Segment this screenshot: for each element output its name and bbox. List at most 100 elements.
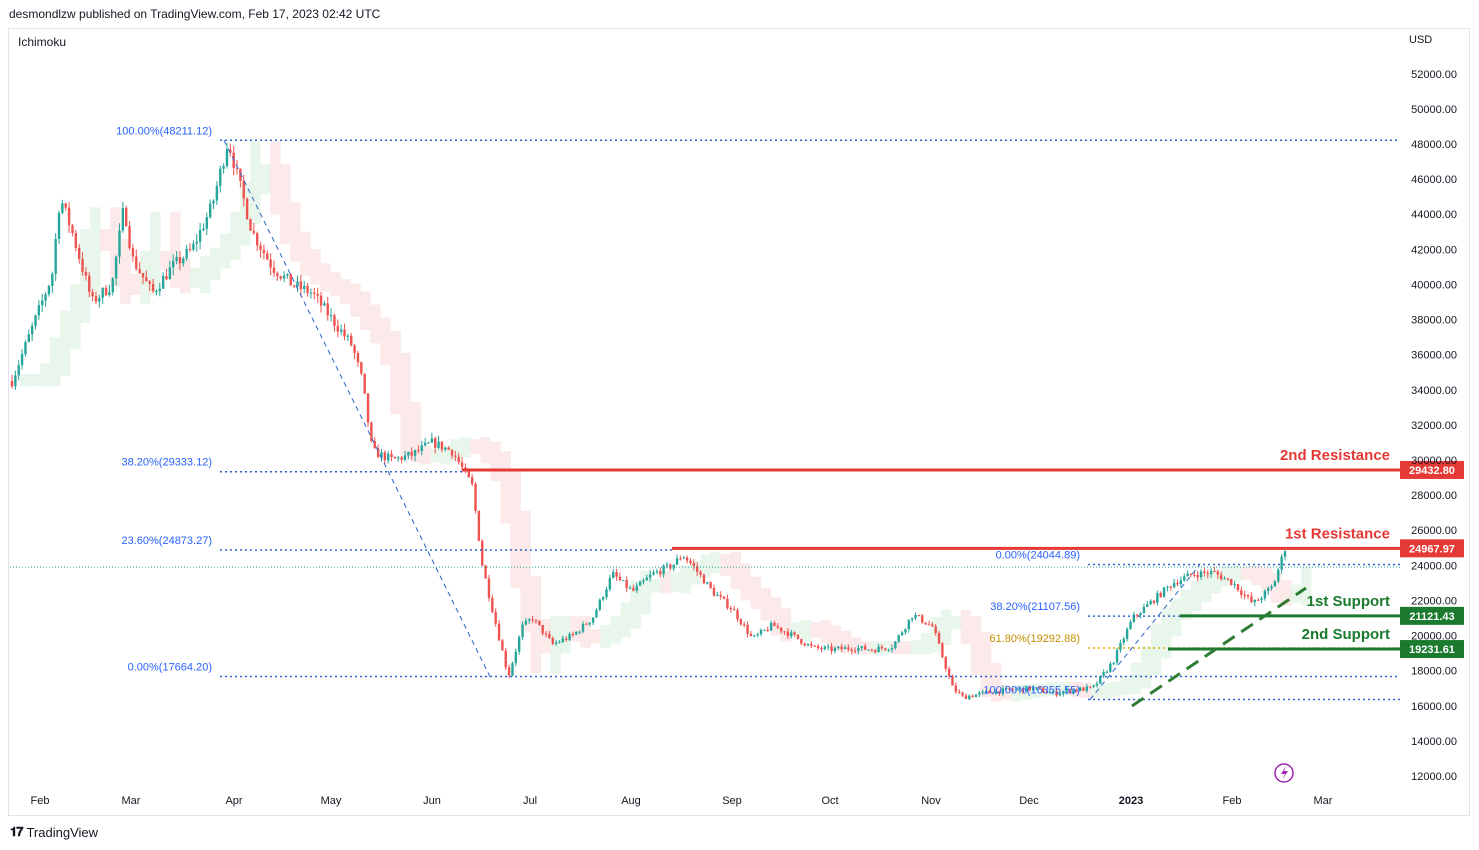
candle-body <box>205 217 209 229</box>
cloud-segment <box>640 570 652 615</box>
candle-body <box>699 571 702 575</box>
cloud-segment <box>1030 683 1042 699</box>
candle-body <box>30 325 34 335</box>
candle-body <box>1109 663 1112 672</box>
candle-body <box>410 451 413 456</box>
candle-body <box>125 207 128 227</box>
candle-body <box>390 453 393 458</box>
candle-body <box>954 685 958 692</box>
candle-body <box>642 580 645 582</box>
candle-body <box>763 629 766 631</box>
fib-label: 0.00%(24044.89) <box>996 550 1080 562</box>
cloud-segment <box>1000 684 1012 700</box>
candle-body <box>746 624 749 634</box>
price-tag-value: 29432.80 <box>1409 465 1455 477</box>
cloud-segment <box>220 233 231 269</box>
candle-body <box>245 198 249 220</box>
cloud-segment <box>120 238 131 304</box>
candle-body <box>1075 689 1078 692</box>
cloud-segment <box>60 310 71 376</box>
candle-body <box>158 288 161 292</box>
candle-body <box>333 315 336 326</box>
candle-body <box>618 576 622 581</box>
candle-body <box>316 293 319 296</box>
candle-body <box>212 200 215 204</box>
candle-body <box>863 646 867 650</box>
candle-body <box>1142 606 1146 614</box>
cloud-segment <box>420 445 431 465</box>
y-tick-label: 52000.00 <box>1411 69 1457 81</box>
candle-body <box>1119 642 1122 651</box>
candle-body <box>847 647 850 650</box>
candle-body <box>1169 586 1172 588</box>
lightning-icon[interactable] <box>1274 763 1294 783</box>
cloud-segment <box>330 272 341 296</box>
candle-body <box>444 447 447 450</box>
candle-body <box>1078 687 1082 692</box>
candle-body <box>255 233 259 246</box>
candle-body <box>208 203 212 218</box>
candle-body <box>910 618 914 620</box>
y-tick-label: 24000.00 <box>1411 560 1457 572</box>
candle-body <box>434 438 437 448</box>
candle-body <box>229 149 232 153</box>
candle-body <box>185 249 188 259</box>
cloud-segment <box>660 570 672 594</box>
candle-body <box>145 277 148 282</box>
candle-body <box>971 695 974 698</box>
fib-label: 61.80%(19292.88) <box>989 633 1080 645</box>
candle-body <box>192 243 195 250</box>
candle-body <box>729 607 732 610</box>
candle-body <box>706 582 709 584</box>
candle-body <box>1166 586 1169 588</box>
cloud-segment <box>310 249 321 285</box>
x-tick-label: May <box>321 795 342 807</box>
candle-body <box>588 622 591 625</box>
candle-body <box>20 353 24 366</box>
currency-label: USD <box>1409 34 1433 46</box>
support-resistance-levels: 2nd Resistance 29432.80 1st Resistance 2496… <box>462 447 1464 659</box>
candle-body <box>417 450 420 452</box>
candle-body <box>407 451 410 456</box>
footer-brand[interactable]: 𝟏𝟕 TradingView <box>10 824 98 840</box>
candle-body <box>894 641 897 649</box>
candle-body <box>921 615 924 623</box>
candle-body <box>860 646 863 649</box>
cloud-segment <box>530 575 541 674</box>
candle-body <box>561 638 565 642</box>
fib-label: 100.00%(16355.55) <box>983 685 1080 697</box>
cloud-segment <box>800 620 812 642</box>
candle-body <box>440 441 444 450</box>
candle-body <box>696 566 699 572</box>
cloud-segment <box>1020 684 1032 700</box>
candle-body <box>870 649 874 651</box>
cloud-segment <box>240 182 251 246</box>
candle-body <box>319 295 323 306</box>
indicator-label[interactable]: Ichimoku <box>18 35 67 49</box>
level-name: 1st Support <box>1307 593 1390 610</box>
cloud-segment <box>850 637 862 655</box>
candle-body <box>306 285 309 294</box>
tradingview-logo-icon: 𝟏𝟕 <box>10 824 24 839</box>
candle-body <box>1092 685 1095 687</box>
candle-body <box>806 644 810 646</box>
cloud-segment <box>780 608 792 642</box>
candle-body <box>867 649 870 651</box>
fib-label: 100.00%(48211.12) <box>116 125 212 137</box>
cloud-segment <box>620 602 631 638</box>
candle-body <box>1021 688 1025 692</box>
candle-body <box>1183 576 1186 581</box>
candle-body <box>1122 639 1125 643</box>
candle-body <box>138 268 141 273</box>
candle-body <box>393 457 397 459</box>
candle-body <box>54 239 57 274</box>
candle-body <box>1156 593 1159 603</box>
candle-body <box>1159 593 1162 597</box>
cloud-segment <box>110 207 121 287</box>
candle-body <box>793 632 796 635</box>
price-tag-value: 19231.61 <box>1409 644 1455 656</box>
candle-body <box>1152 600 1156 603</box>
candle-body <box>914 614 917 619</box>
candle-body <box>44 294 47 301</box>
